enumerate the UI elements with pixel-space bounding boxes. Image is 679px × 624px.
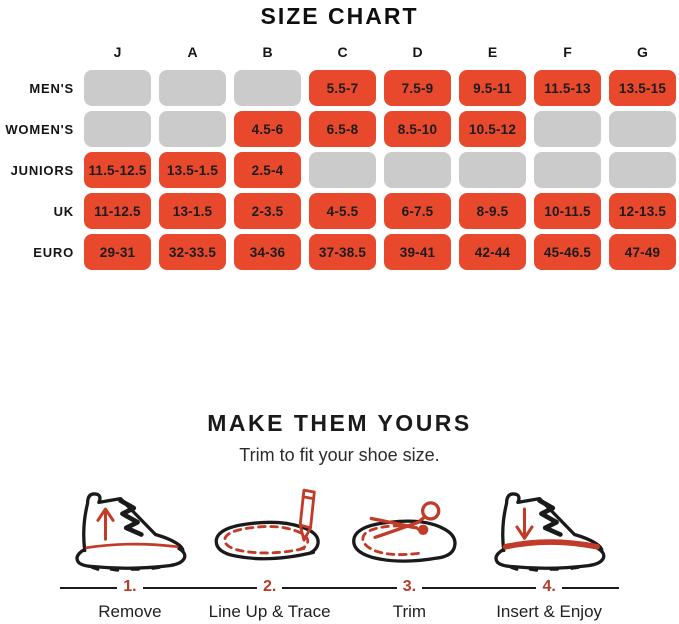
divider-line — [60, 587, 118, 589]
size-cell-empty — [159, 70, 226, 106]
column-header: D — [412, 44, 423, 60]
step-line-up-trace: 2. Line Up & Trace — [199, 480, 340, 622]
step-number: 2. — [262, 578, 277, 595]
instructions-title: MAKE THEM YOURS — [207, 410, 472, 436]
size-chart-title: SIZE CHART — [260, 3, 419, 29]
size-cell-empty — [309, 152, 376, 188]
size-cell: 10-11.5 — [534, 193, 601, 229]
step-number: 3. — [402, 578, 417, 595]
size-cell: 47-49 — [609, 234, 676, 270]
column-header: F — [563, 44, 572, 60]
size-cell: 8-9.5 — [459, 193, 526, 229]
size-cell: 11-12.5 — [84, 193, 151, 229]
size-chart-section: SIZE CHART J A B C D E F G MEN'S 5.5-7 7… — [0, 0, 679, 270]
size-cell: 6.5-8 — [309, 111, 376, 147]
column-header: A — [187, 44, 198, 60]
size-chart-table: MEN'S 5.5-7 7.5-9 9.5-11 11.5-13 13.5-15… — [0, 70, 679, 270]
size-cell: 29-31 — [84, 234, 151, 270]
divider-line — [199, 587, 257, 589]
size-cell-empty — [609, 152, 676, 188]
size-cell: 4.5-6 — [234, 111, 301, 147]
step-trim: 3. Trim — [339, 480, 480, 622]
instructions-section: MAKE THEM YOURS Trim to fit your shoe si… — [0, 409, 679, 622]
insole-pencil-icon — [200, 480, 340, 572]
divider-line — [339, 587, 397, 589]
size-cell: 11.5-13 — [534, 70, 601, 106]
divider-line — [142, 587, 200, 589]
step-label: Insert & Enjoy — [496, 602, 603, 621]
instruction-steps: 1. Remove 2. Line Up & Trace — [60, 480, 619, 622]
row-label-euro: EURO — [33, 244, 74, 260]
divider-line — [282, 587, 340, 589]
step-number: 4. — [542, 578, 556, 595]
size-cell: 13-1.5 — [159, 193, 226, 229]
step-divider: 2. — [199, 578, 340, 596]
boot-arrow-down-icon — [479, 480, 619, 572]
size-cell: 7.5-9 — [384, 70, 451, 106]
size-cell-empty — [384, 152, 451, 188]
step-label: Trim — [392, 602, 427, 621]
column-header: E — [487, 44, 498, 60]
row-label-womens: WOMEN'S — [5, 121, 74, 137]
size-cell: 39-41 — [384, 234, 451, 270]
size-cell: 32-33.5 — [159, 234, 226, 270]
size-cell-empty — [534, 152, 601, 188]
size-cell: 2-3.5 — [234, 193, 301, 229]
size-cell: 13.5-1.5 — [159, 152, 226, 188]
size-cell-empty — [234, 70, 301, 106]
step-divider: 3. — [339, 578, 480, 596]
step-divider: 4. — [479, 578, 619, 596]
size-cell-empty — [534, 111, 601, 147]
size-cell: 13.5-15 — [609, 70, 676, 106]
header-spacer — [0, 43, 76, 61]
insole-scissors-icon — [340, 480, 480, 572]
size-cell: 9.5-11 — [459, 70, 526, 106]
size-chart-column-headers: J A B C D E F G — [0, 43, 679, 61]
size-cell: 4-5.5 — [309, 193, 376, 229]
step-remove: 1. Remove — [60, 480, 200, 622]
divider-line — [479, 587, 537, 589]
divider-line — [561, 587, 619, 589]
row-label-uk: UK — [53, 203, 74, 219]
size-cell: 5.5-7 — [309, 70, 376, 106]
column-header: C — [337, 44, 348, 60]
row-label-juniors: JUNIORS — [10, 162, 74, 178]
size-cell-empty — [459, 152, 526, 188]
column-header: J — [113, 44, 122, 60]
size-cell-empty — [84, 111, 151, 147]
size-cell: 42-44 — [459, 234, 526, 270]
row-label-mens: MEN'S — [29, 80, 74, 96]
size-cell: 8.5-10 — [384, 111, 451, 147]
boot-arrow-up-icon — [60, 480, 200, 572]
size-cell: 34-36 — [234, 234, 301, 270]
column-header: G — [637, 44, 648, 60]
size-cell-empty — [609, 111, 676, 147]
size-cell: 6-7.5 — [384, 193, 451, 229]
step-label: Remove — [98, 602, 162, 621]
instructions-subtitle: Trim to fit your shoe size. — [239, 445, 440, 465]
size-cell: 37-38.5 — [309, 234, 376, 270]
step-number: 1. — [123, 578, 137, 595]
size-cell: 2.5-4 — [234, 152, 301, 188]
size-cell-empty — [84, 70, 151, 106]
column-header: B — [262, 44, 273, 60]
size-cell: 11.5-12.5 — [84, 152, 151, 188]
size-cell: 12-13.5 — [609, 193, 676, 229]
size-cell-empty — [159, 111, 226, 147]
size-cell: 10.5-12 — [459, 111, 526, 147]
step-insert-enjoy: 4. Insert & Enjoy — [479, 480, 619, 622]
size-cell: 45-46.5 — [534, 234, 601, 270]
step-label: Line Up & Trace — [208, 602, 331, 621]
divider-line — [422, 587, 480, 589]
step-divider: 1. — [60, 578, 200, 596]
